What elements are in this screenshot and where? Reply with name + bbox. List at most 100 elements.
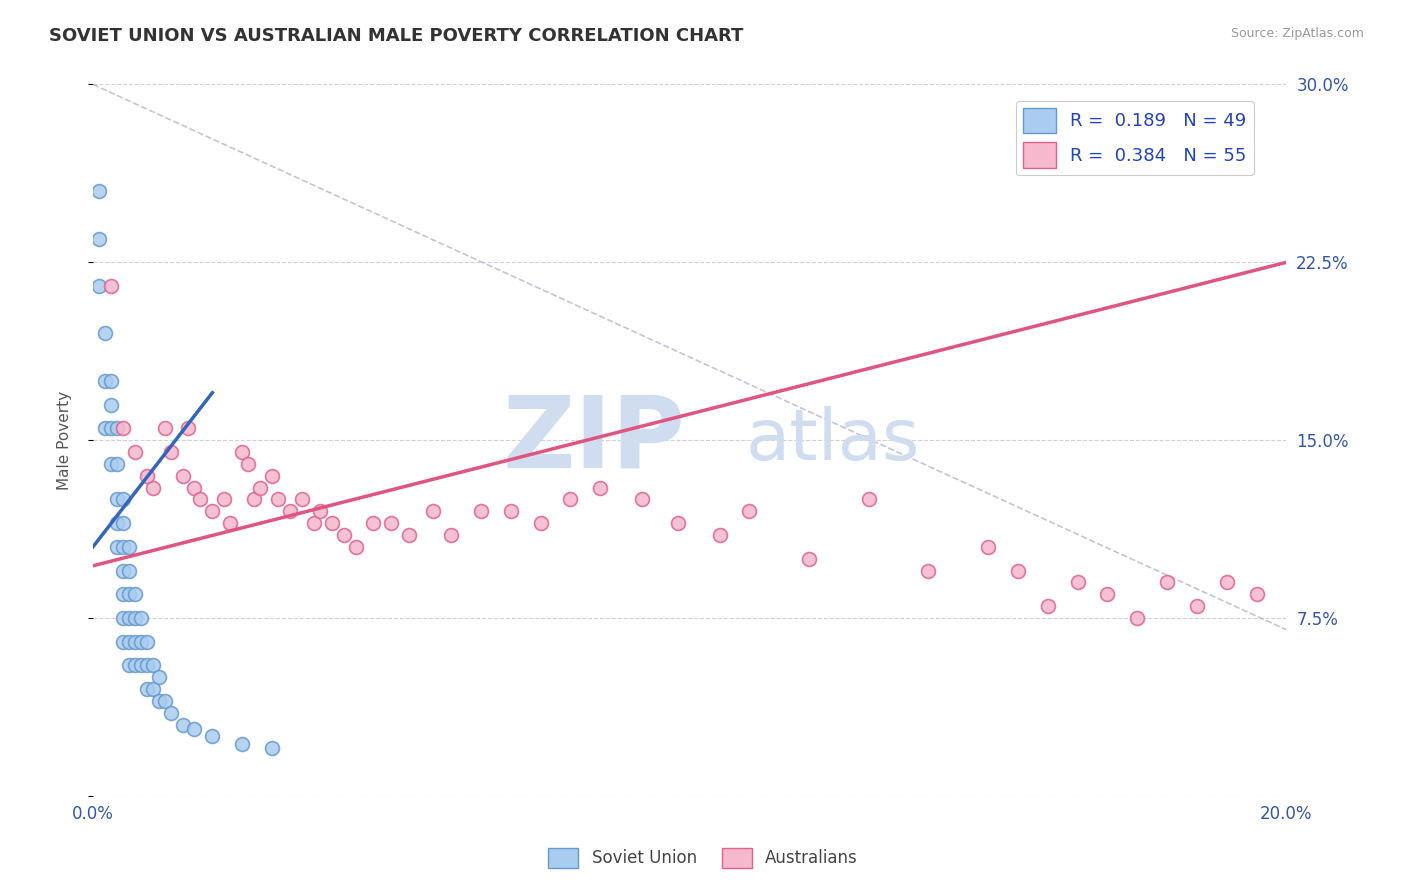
Point: [100, 421, 122, 435]
Point: [1066, 575, 1088, 590]
Point: [87, 279, 110, 293]
Point: [111, 587, 134, 601]
Point: [105, 540, 128, 554]
Point: [422, 504, 444, 518]
Point: [470, 504, 492, 518]
Point: [190, 492, 212, 507]
Text: Source: ZipAtlas.com: Source: ZipAtlas.com: [1230, 27, 1364, 40]
Text: ZIP: ZIP: [503, 392, 686, 489]
Point: [100, 398, 122, 412]
Legend: R =  0.189   N = 49, R =  0.384   N = 55: R = 0.189 N = 49, R = 0.384 N = 55: [1015, 101, 1254, 175]
Point: [94, 374, 117, 388]
Point: [398, 528, 420, 542]
Point: [105, 492, 128, 507]
Point: [666, 516, 689, 530]
Legend: Soviet Union, Australians: Soviet Union, Australians: [541, 841, 865, 875]
Point: [153, 421, 176, 435]
Point: [148, 670, 170, 684]
Point: [142, 481, 165, 495]
Point: [363, 516, 385, 530]
Point: [172, 717, 194, 731]
Point: [159, 445, 181, 459]
Point: [135, 681, 157, 696]
Point: [153, 694, 176, 708]
Point: [231, 445, 253, 459]
Point: [118, 634, 141, 648]
Text: atlas: atlas: [745, 406, 920, 475]
Point: [135, 634, 157, 648]
Point: [105, 457, 128, 471]
Point: [148, 694, 170, 708]
Point: [238, 457, 260, 471]
Point: [260, 468, 283, 483]
Point: [183, 481, 205, 495]
Point: [94, 326, 117, 341]
Point: [129, 658, 152, 673]
Point: [118, 564, 141, 578]
Point: [267, 492, 290, 507]
Point: [631, 492, 654, 507]
Point: [172, 468, 194, 483]
Point: [308, 504, 330, 518]
Point: [142, 658, 165, 673]
Point: [124, 611, 146, 625]
Point: [1185, 599, 1208, 613]
Point: [105, 421, 128, 435]
Point: [858, 492, 880, 507]
Point: [219, 516, 242, 530]
Point: [560, 492, 582, 507]
Point: [917, 564, 939, 578]
Y-axis label: Male Poverty: Male Poverty: [58, 391, 72, 490]
Point: [183, 723, 205, 737]
Point: [177, 421, 200, 435]
Point: [129, 634, 152, 648]
Point: [344, 540, 367, 554]
Point: [1246, 587, 1268, 601]
Point: [302, 516, 325, 530]
Point: [231, 737, 253, 751]
Point: [977, 540, 1000, 554]
Point: [118, 540, 141, 554]
Point: [249, 481, 271, 495]
Point: [135, 658, 157, 673]
Point: [1036, 599, 1059, 613]
Point: [118, 658, 141, 673]
Point: [201, 730, 224, 744]
Point: [100, 374, 122, 388]
Point: [111, 492, 134, 507]
Point: [118, 587, 141, 601]
Point: [499, 504, 522, 518]
Point: [111, 516, 134, 530]
Point: [111, 634, 134, 648]
Point: [100, 457, 122, 471]
Point: [1216, 575, 1239, 590]
Point: [159, 706, 181, 720]
Point: [135, 468, 157, 483]
Point: [124, 587, 146, 601]
Point: [87, 231, 110, 245]
Point: [738, 504, 761, 518]
Point: [124, 634, 146, 648]
Point: [380, 516, 402, 530]
Point: [1097, 587, 1119, 601]
Point: [124, 445, 146, 459]
Point: [111, 611, 134, 625]
Point: [291, 492, 314, 507]
Point: [1126, 611, 1149, 625]
Point: [129, 611, 152, 625]
Point: [260, 741, 283, 756]
Point: [332, 528, 354, 542]
Point: [111, 540, 134, 554]
Point: [243, 492, 266, 507]
Point: [709, 528, 731, 542]
Point: [440, 528, 463, 542]
Point: [105, 516, 128, 530]
Text: SOVIET UNION VS AUSTRALIAN MALE POVERTY CORRELATION CHART: SOVIET UNION VS AUSTRALIAN MALE POVERTY …: [49, 27, 744, 45]
Point: [111, 421, 134, 435]
Point: [278, 504, 301, 518]
Point: [124, 658, 146, 673]
Point: [797, 551, 820, 566]
Point: [100, 279, 122, 293]
Point: [118, 611, 141, 625]
Point: [94, 421, 117, 435]
